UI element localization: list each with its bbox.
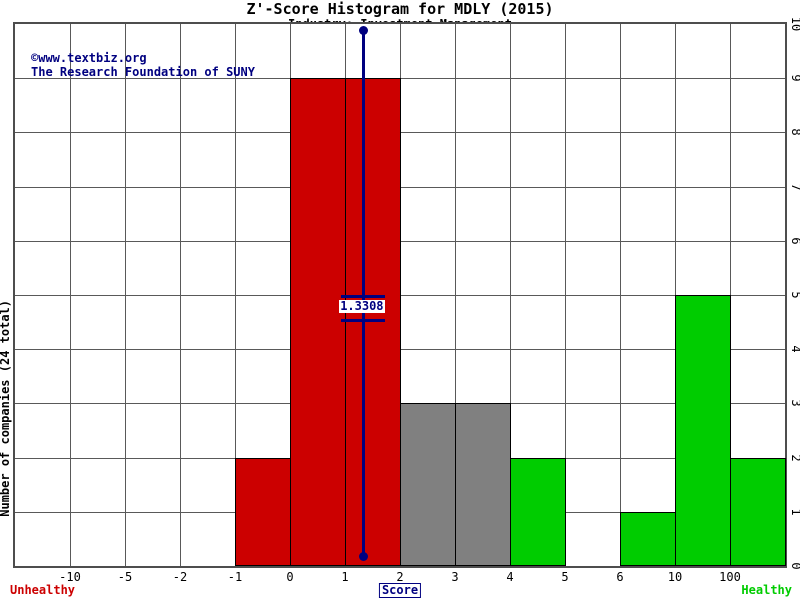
x-axis-title: Score (378, 583, 422, 598)
y-axis-title: Number of companies (24 total) (0, 300, 12, 517)
y-tick-label: 0 (789, 562, 800, 570)
histogram-bar (620, 512, 676, 566)
y-tick-label: 10 (789, 16, 800, 32)
histogram-bar (400, 403, 456, 566)
plot-area: 1.3308 ©www.textbiz.org The Research Fou… (13, 22, 787, 568)
histogram-bar (290, 78, 346, 566)
plot-inner: 1.3308 ©www.textbiz.org The Research Fou… (15, 24, 786, 566)
x-tick-label: 4 (506, 570, 514, 584)
x-tick-label: 100 (719, 570, 741, 584)
histogram-bar (455, 403, 511, 566)
x-tick-label: 5 (561, 570, 569, 584)
x-tick-label: 6 (616, 570, 624, 584)
y-tick-label: 4 (789, 345, 800, 353)
y-tick-label: 8 (789, 128, 800, 136)
histogram-bar (345, 78, 401, 566)
y-tick-label: 1 (789, 508, 800, 516)
x-tick-label: 10 (667, 570, 683, 584)
histogram-bar (235, 458, 291, 566)
histogram-bar (730, 458, 786, 566)
page-title: Z'-Score Histogram for MDLY (2015) (246, 0, 554, 18)
y-tick-label: 3 (789, 399, 800, 407)
x-tick-label: 0 (286, 570, 294, 584)
x-tick-label: -1 (227, 570, 243, 584)
x-tick-label: -5 (117, 570, 133, 584)
marker-value-label: 1.3308 (339, 299, 385, 313)
marker-stem-line (362, 28, 366, 558)
marker-bracket-top (341, 295, 386, 298)
y-tick-label: 7 (789, 183, 800, 191)
healthy-label: Healthy (741, 583, 792, 597)
x-tick-label: 3 (451, 570, 459, 584)
y-tick-label: 9 (789, 74, 800, 82)
histogram-bar (510, 458, 566, 566)
x-tick-label: 1 (341, 570, 349, 584)
marker-bottom-dot (359, 552, 369, 561)
x-tick-label: -10 (59, 570, 81, 584)
y-tick-label: 6 (789, 237, 800, 245)
unhealthy-label: Unhealthy (10, 583, 76, 597)
marker-top-dot (359, 26, 369, 35)
watermark-text: ©www.textbiz.org The Research Foundation… (31, 51, 255, 79)
y-tick-label: 5 (789, 291, 800, 299)
marker-bracket-bottom (341, 319, 386, 322)
x-tick-label: 2 (396, 570, 404, 584)
y-tick-label: 2 (789, 454, 800, 462)
x-tick-label: -2 (172, 570, 188, 584)
histogram-bar (675, 295, 731, 566)
